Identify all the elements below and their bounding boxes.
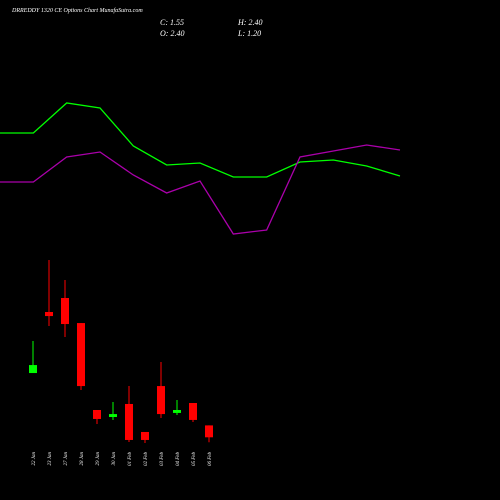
x-tick-label: 22 Jan xyxy=(32,452,37,466)
chart-title: DRREDDY 1320 CE Options Chart MunafaSutr… xyxy=(11,7,143,14)
x-tick-label: 29 Jan xyxy=(96,452,101,466)
x-tick-label: 23 Jan xyxy=(48,452,53,466)
x-tick-label: 02 Feb xyxy=(144,452,149,467)
candle-body xyxy=(157,386,165,415)
low-label: L: 1.20 xyxy=(237,29,261,38)
open-label: O: 2.40 xyxy=(160,29,184,38)
candle-body xyxy=(141,431,149,440)
candle-body xyxy=(29,365,37,374)
candle-body xyxy=(109,414,117,417)
x-tick-label: 01 Feb xyxy=(128,452,133,467)
indicator-line xyxy=(0,102,401,178)
indicator-line xyxy=(0,144,401,235)
high-label: H: 2.40 xyxy=(237,18,262,27)
x-tick-label: 03 Feb xyxy=(160,452,165,467)
candle-body xyxy=(77,323,85,387)
candle-body xyxy=(61,298,69,325)
candle-body xyxy=(189,403,197,420)
x-tick-label: 28 Jan xyxy=(80,452,85,466)
x-tick-label: 04 Feb xyxy=(176,452,181,467)
candle-body xyxy=(173,410,181,413)
x-tick-label: 27 Jan xyxy=(64,452,69,466)
candle-body xyxy=(205,425,213,438)
x-tick-label: 06 Feb xyxy=(208,452,213,467)
close-label: C: 1.55 xyxy=(160,18,184,27)
candle-body xyxy=(125,403,133,440)
x-tick-label: 05 Feb xyxy=(192,452,197,467)
candle-body xyxy=(45,312,53,317)
candle-body xyxy=(93,410,101,419)
x-tick-label: 30 Jan xyxy=(112,452,117,466)
